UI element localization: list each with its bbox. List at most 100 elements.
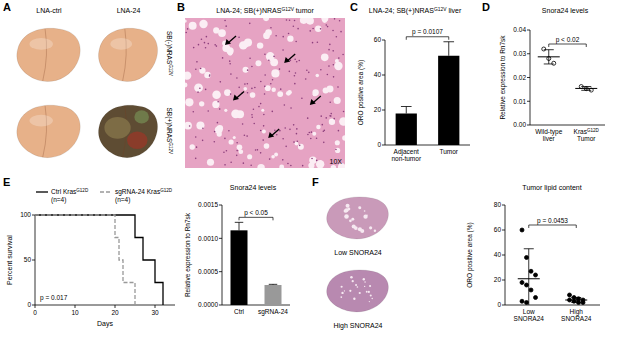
- p-value: p = 0.0453: [537, 217, 568, 225]
- nucleus: [295, 41, 297, 43]
- vacuole: [360, 229, 364, 233]
- vacuole: [364, 215, 366, 217]
- nucleus: [334, 18, 336, 20]
- text-span: 20: [374, 106, 382, 113]
- vacuole: [271, 69, 279, 77]
- vacuole: [363, 278, 365, 280]
- vacuole: [224, 109, 227, 112]
- nucleus: [339, 20, 341, 22]
- nucleus: [270, 83, 272, 85]
- x-tick-label: HighSNORA24: [561, 308, 592, 322]
- histology: LNA-24; SB(+)NRASG12V tumor10X: [183, 7, 348, 172]
- bar: [396, 114, 417, 146]
- nucleus: [321, 124, 323, 126]
- nucleus: [287, 163, 289, 165]
- data-point: [534, 273, 538, 277]
- vacuole: [185, 98, 193, 106]
- nucleus: [311, 131, 313, 133]
- nucleus: [198, 44, 200, 46]
- vacuole: [215, 126, 223, 134]
- nucleus: [236, 142, 238, 144]
- p-value: p = 0.0107: [412, 28, 443, 36]
- vacuole: [270, 58, 278, 66]
- vacuole: [263, 32, 270, 39]
- vacuole: [366, 291, 368, 293]
- nucleus: [270, 27, 272, 29]
- text-span: p < 0.02: [556, 36, 580, 44]
- x-axis: [530, 125, 605, 126]
- nucleus: [257, 149, 259, 151]
- vacuole: [185, 19, 187, 22]
- nucleus: [249, 58, 251, 60]
- highlight: [30, 38, 53, 50]
- vacuole: [364, 210, 366, 212]
- legend-swatch: [36, 191, 48, 192]
- nucleus: [275, 35, 277, 37]
- x-axis: [35, 305, 175, 306]
- plot-area: [231, 222, 282, 305]
- significance-bracket: [239, 217, 273, 220]
- vacuole: [315, 26, 321, 32]
- y-tick: [502, 205, 505, 206]
- nucleus: [282, 138, 284, 140]
- vacuole: [335, 140, 340, 145]
- vacuole: [335, 148, 340, 153]
- nucleus: [332, 50, 334, 52]
- vacuole: [331, 165, 337, 168]
- x-tick-label: sgRNA-24: [258, 308, 288, 316]
- vacuole: [364, 286, 365, 287]
- y-tick-label: 0: [27, 301, 31, 308]
- nucleus: [209, 75, 211, 77]
- x-tick: [115, 305, 116, 308]
- y-axis-label: Relative expression to Rn7sk: [499, 35, 507, 120]
- vacuole: [369, 301, 370, 302]
- liver-lobe-line: [123, 29, 127, 81]
- p-value: p < 0.05: [244, 209, 268, 217]
- x-axis: [505, 305, 600, 306]
- y-axis: [385, 40, 386, 145]
- text-span: (n=4): [51, 196, 66, 204]
- x-tick-label: Wild-typeliver: [535, 128, 562, 142]
- data-point: [525, 283, 529, 287]
- nucleus: [247, 69, 249, 71]
- vacuole: [199, 67, 205, 73]
- nucleus: [225, 25, 227, 27]
- text-span: 40: [374, 71, 382, 78]
- arrow-head: [284, 57, 290, 63]
- tumor-nodule: [104, 117, 130, 139]
- vacuole: [357, 286, 359, 288]
- data-point: [552, 61, 556, 65]
- nucleus: [242, 123, 244, 125]
- image-label: Low SNORA24: [334, 249, 382, 256]
- vacuole: [279, 165, 284, 168]
- nucleus: [223, 152, 225, 154]
- nucleus: [325, 24, 327, 26]
- nucleus: [249, 23, 251, 25]
- vacuole: [363, 214, 367, 218]
- y-tick-label: 0.0010: [198, 235, 218, 242]
- nucleus: [199, 87, 201, 89]
- vacuole: [308, 162, 314, 168]
- nucleus: [301, 97, 303, 99]
- x-tick-label: Adjacentnon-tumor: [391, 148, 421, 162]
- panel-label: C: [350, 1, 358, 13]
- nucleus: [342, 54, 344, 56]
- nucleus: [316, 160, 318, 162]
- y-tick-label: 0.00: [513, 121, 526, 128]
- vacuole: [340, 296, 342, 298]
- vacuole: [374, 230, 376, 232]
- nucleus: [317, 42, 319, 44]
- nucleus: [201, 38, 203, 40]
- text-span: 10: [71, 309, 79, 316]
- vacuole: [352, 224, 356, 228]
- nucleus: [206, 36, 208, 38]
- row-label: SB(+)NRASG12V: [165, 108, 174, 155]
- x-tick: [155, 305, 156, 308]
- text-span: 0: [33, 309, 37, 316]
- text-span: Tumor: [577, 135, 596, 142]
- panel-label: A: [3, 1, 11, 13]
- bar: [438, 56, 459, 145]
- vacuole: [272, 88, 276, 92]
- nucleus: [254, 87, 256, 89]
- vacuole: [239, 41, 247, 49]
